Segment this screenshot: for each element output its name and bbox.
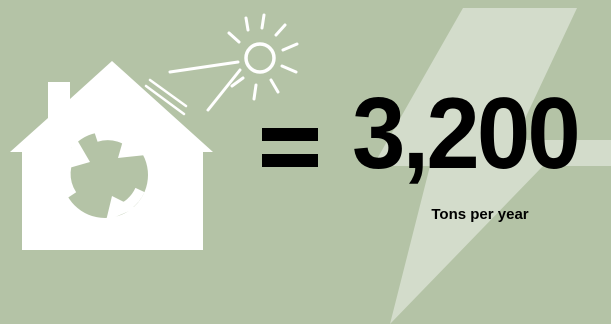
equals-sign xyxy=(262,128,318,168)
recycle-arrows-icon xyxy=(60,130,146,221)
solar-panel-icon xyxy=(144,78,188,116)
lightning-bolt-icon xyxy=(373,8,611,324)
unit-label: Tons per year xyxy=(431,206,529,223)
house-icon xyxy=(10,61,213,250)
sun-icon xyxy=(168,13,299,112)
tons-value: 3,200 xyxy=(352,78,581,190)
